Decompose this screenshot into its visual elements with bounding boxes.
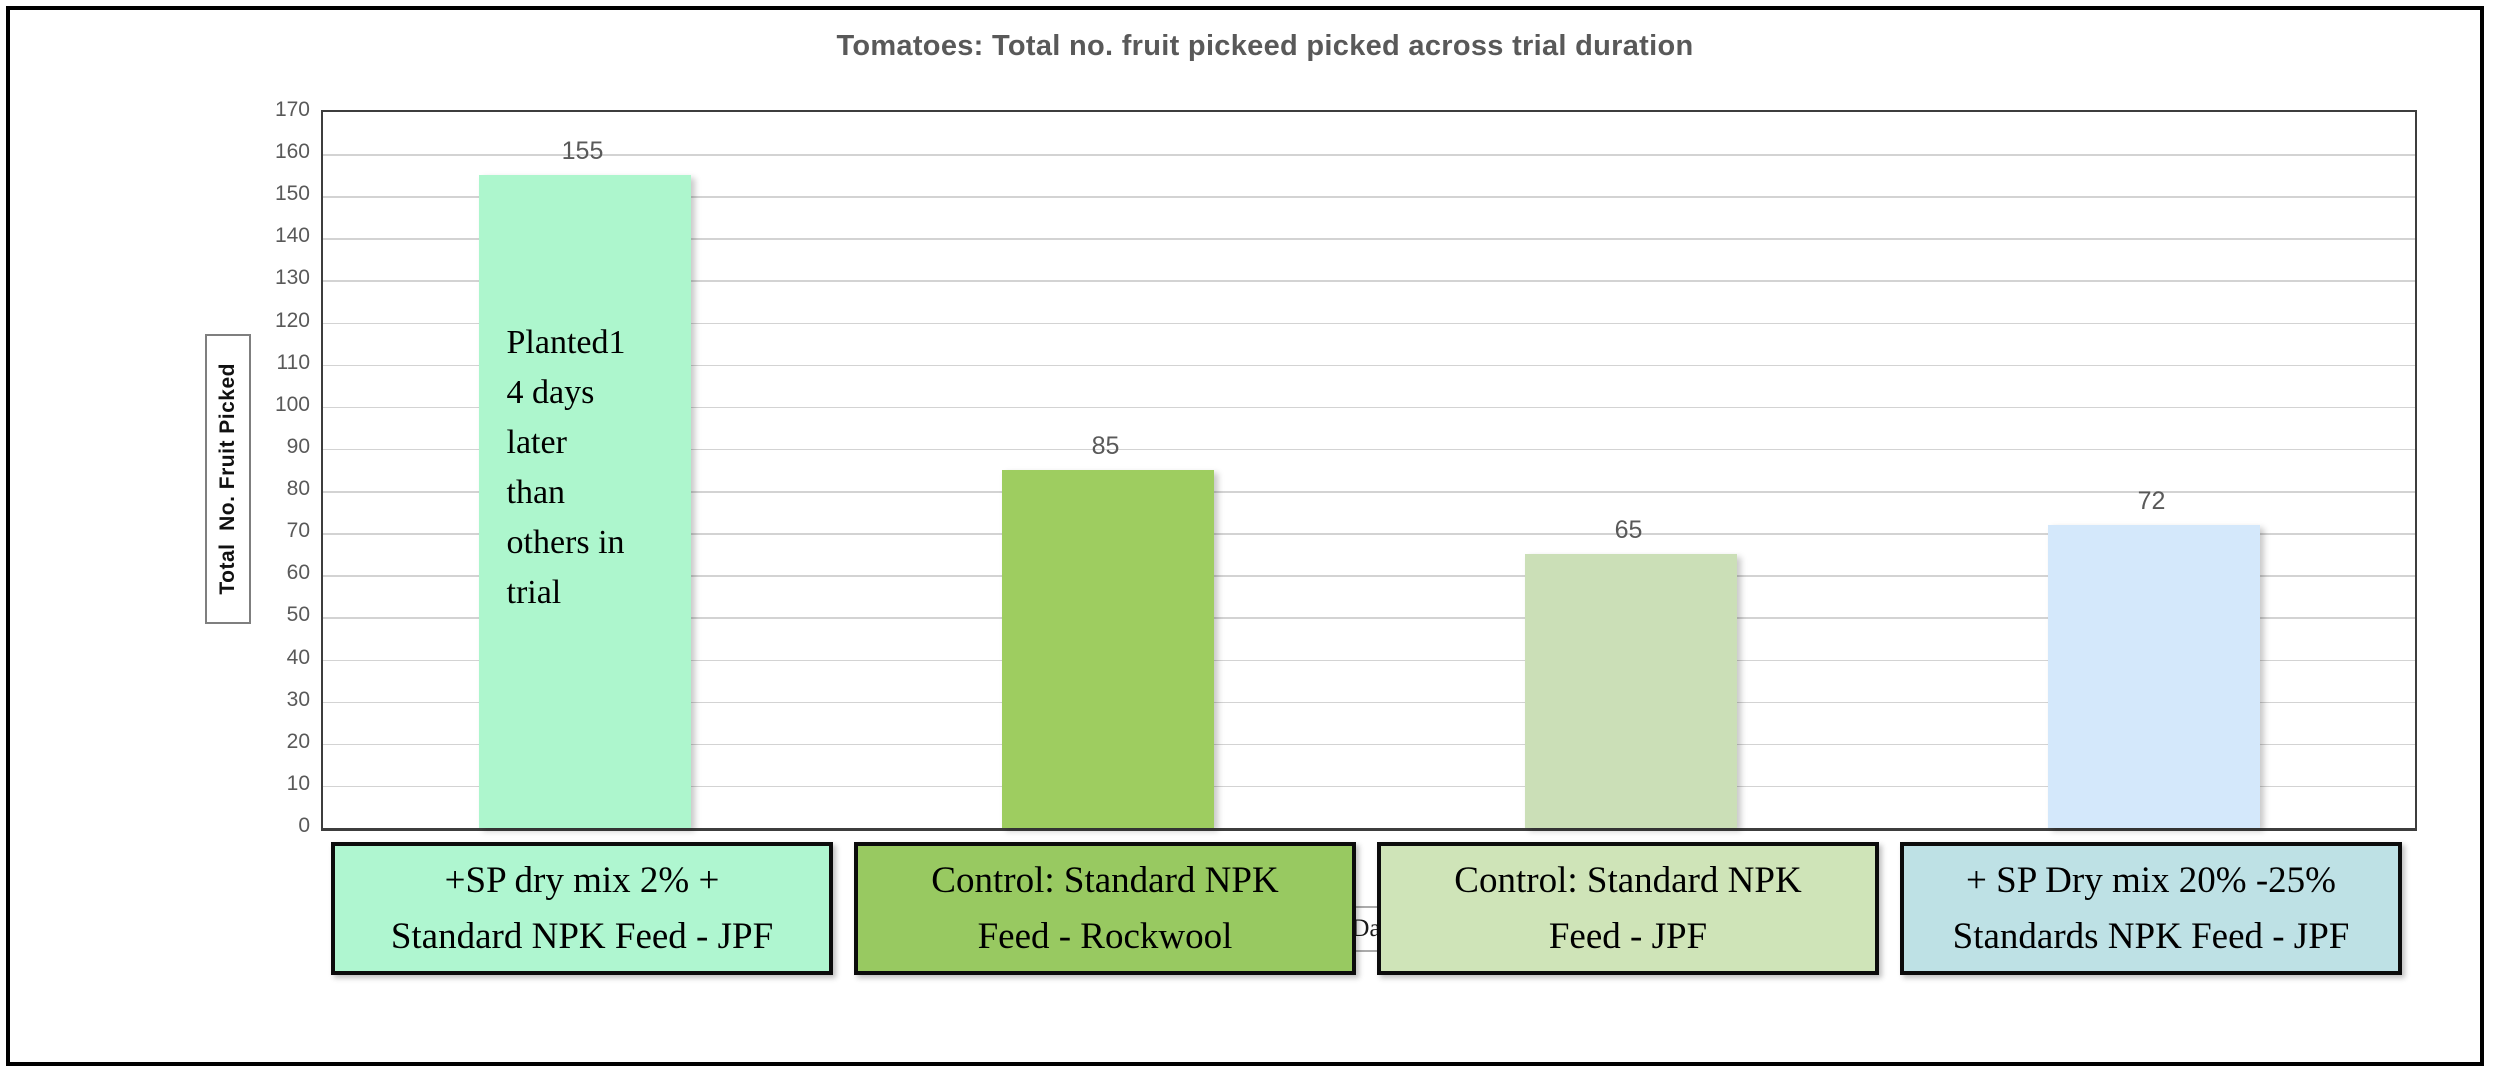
gridline-110	[323, 364, 2415, 367]
x-axis-title-fragment: Da	[1351, 915, 1381, 942]
gridline-40	[323, 659, 2415, 662]
y-axis-title-box: Total No. Fruit Picked	[205, 334, 251, 624]
gridline-10	[323, 785, 2415, 788]
bar-4	[2047, 524, 2260, 828]
gridline-70	[323, 533, 2415, 535]
bar-3	[1524, 554, 1737, 828]
y-tick-80: 80	[286, 477, 310, 501]
bar-value-label-1: 155	[561, 137, 604, 166]
y-tick-140: 140	[274, 224, 310, 248]
gridline-90	[323, 448, 2415, 451]
gridline-20	[323, 743, 2415, 746]
bar-value-label-3: 65	[1614, 516, 1643, 545]
y-tick-50: 50	[286, 603, 310, 627]
gridline-30	[323, 701, 2415, 704]
bar-value-label-2: 85	[1091, 432, 1120, 460]
gridline-130	[323, 280, 2415, 282]
y-tick-20: 20	[286, 729, 310, 753]
category-box-3: Control: Standard NPK Feed - JPF	[1377, 842, 1879, 975]
gridline-80	[323, 491, 2415, 493]
y-tick-110: 110	[276, 350, 310, 374]
y-tick-120: 120	[274, 308, 310, 332]
y-tick-100: 100	[274, 392, 310, 416]
gridline-100	[323, 406, 2415, 409]
bar-annotation-1: Planted1 4 days later than others in tri…	[506, 324, 626, 611]
gridline-50	[323, 617, 2415, 619]
gridline-150	[323, 196, 2415, 198]
category-box-4: + SP Dry mix 20% -25% Standards NPK Feed…	[1900, 842, 2402, 975]
y-tick-60: 60	[286, 561, 310, 585]
plot-area	[321, 110, 2417, 831]
bar-2	[1001, 470, 1214, 828]
y-tick-170: 170	[274, 98, 310, 121]
gridline-60	[323, 575, 2415, 577]
bar-1	[478, 175, 691, 828]
bar-value-label-4: 72	[2137, 486, 2166, 515]
gridline-140	[323, 238, 2415, 240]
y-tick-40: 40	[286, 645, 310, 669]
category-box-1: +SP dry mix 2% + Standard NPK Feed - JPF	[331, 842, 833, 975]
y-axis-title: Total No. Fruit Picked	[216, 363, 239, 595]
category-box-2: Control: Standard NPK Feed - Rockwool	[854, 842, 1356, 975]
y-tick-150: 150	[274, 182, 310, 206]
chart-title: Tomatoes: Total no. fruit pickeed picked…	[836, 30, 1694, 62]
y-tick-160: 160	[274, 140, 310, 164]
gridline-160	[323, 154, 2415, 156]
y-tick-0: 0	[298, 814, 310, 837]
y-tick-90: 90	[286, 434, 310, 458]
y-tick-130: 130	[274, 266, 310, 290]
y-tick-10: 10	[286, 771, 310, 795]
y-tick-70: 70	[286, 519, 310, 543]
gridline-120	[323, 322, 2415, 325]
y-tick-30: 30	[286, 687, 310, 711]
